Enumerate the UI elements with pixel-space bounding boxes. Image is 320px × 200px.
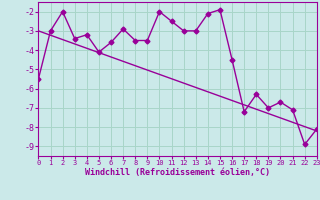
X-axis label: Windchill (Refroidissement éolien,°C): Windchill (Refroidissement éolien,°C) xyxy=(85,168,270,177)
